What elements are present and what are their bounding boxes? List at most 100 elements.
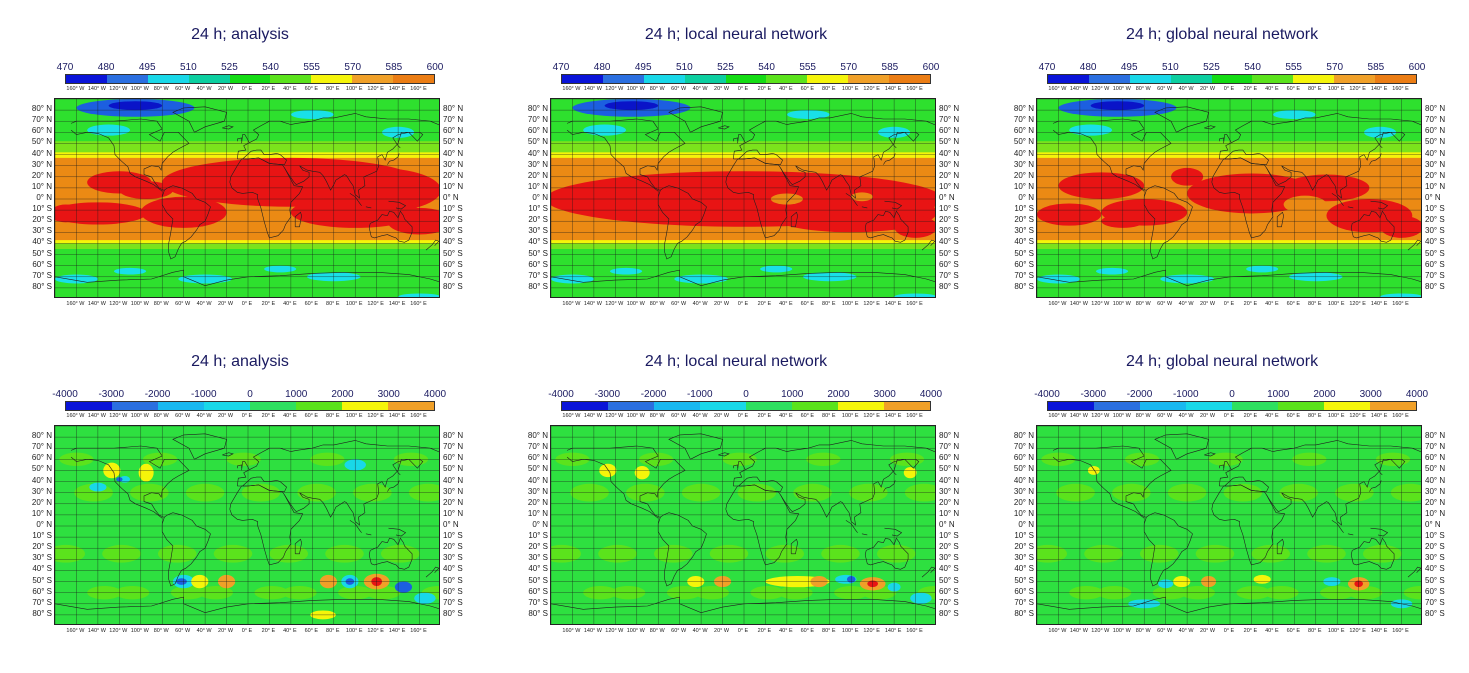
colorbar-segment	[296, 402, 342, 410]
colorbar-segment	[1211, 75, 1253, 83]
lon-tick-label: 160° W	[66, 86, 85, 92]
lat-tick-label: 0° N	[1018, 520, 1034, 529]
lat-tick-label: 20° S	[443, 542, 463, 552]
lon-tick-label: 120° E	[1349, 86, 1366, 92]
lon-tick-label: 100° E	[841, 301, 859, 307]
lon-tick-label: 160° E	[906, 86, 923, 92]
lat-tick-label: 60° N	[939, 126, 960, 136]
map-svg	[55, 99, 439, 297]
lat-tick-label: 10° S	[1425, 531, 1445, 541]
lon-tick-label: 140° W	[1069, 301, 1088, 307]
lon-tick-label: 60° W	[671, 301, 687, 307]
colorbar-tick-label: 555	[1285, 62, 1302, 73]
lat-axis-right: 80° N 70° N 60° N 50° N 40° N 30° N 20° N 10° N…	[939, 98, 973, 298]
lat-tick-label: 70° S	[1014, 597, 1034, 607]
lat-tick-label: 40° N	[527, 148, 548, 158]
lon-tick-label: 140° E	[388, 301, 406, 307]
lat-tick-label: 10° N	[31, 181, 52, 191]
lon-axis-top: 160° W 140° W 120° W 100° W 80° W 60° W 40° W 2…	[550, 86, 936, 94]
lat-tick-label: 0° N	[532, 520, 548, 529]
lon-tick-label: 120° E	[1349, 413, 1366, 419]
lat-tick-label: 40° S	[32, 237, 52, 247]
lon-tick-label: 20° E	[1243, 628, 1258, 634]
lat-tick-label: 20° N	[443, 170, 464, 180]
lon-tick-label: 140° E	[884, 413, 902, 419]
lon-tick-label: 120° W	[605, 301, 624, 307]
colorbar-tick-label: -4000	[548, 389, 574, 400]
lat-tick-label: 20° S	[528, 542, 548, 552]
lat-tick-label: 70° N	[31, 442, 52, 452]
lon-tick-label: 100° E	[841, 628, 859, 634]
lon-tick-label: 80° E	[1308, 301, 1322, 307]
lon-tick-label: 40° E	[779, 628, 793, 634]
colorbar-segment	[643, 75, 685, 83]
lon-tick-label: 60° W	[175, 628, 191, 634]
contour-fill-layer	[551, 99, 935, 297]
lat-tick-label: 50° N	[443, 137, 464, 147]
colorbar-tick-label: -2000	[144, 389, 171, 400]
lon-tick-label: 40° E	[1265, 413, 1279, 419]
colorbar-tick-label: 0	[743, 389, 749, 400]
map-svg	[551, 426, 935, 624]
lat-tick-label: 60° S	[939, 259, 959, 269]
colorbar-segment	[106, 75, 148, 83]
lon-tick-label: 0° E	[737, 413, 749, 419]
lat-axis-right: 80° N 70° N 60° N 50° N 40° N 30° N 20° N 10° N…	[443, 98, 477, 298]
lon-tick-label: 20° W	[218, 628, 234, 634]
lon-tick-label: 20° W	[714, 413, 730, 419]
lon-tick-label: 20° E	[757, 301, 772, 307]
lat-tick-label: 70° S	[939, 270, 959, 280]
map-tendency	[550, 425, 936, 625]
lat-tick-label: 50° N	[1013, 464, 1034, 474]
contour-fill-layer	[1037, 99, 1421, 297]
lon-tick-label: 160° W	[66, 301, 85, 307]
lon-tick-label: 120° E	[1349, 301, 1366, 307]
panel-tendency-analysis: 24 h; analysis -4000 -3000 -2000 -1000 0 1000 2…	[20, 353, 464, 673]
lat-axis-left: 80° N 70° N 60° N 50° N 40° N 30° N 20° N 10° N…	[516, 425, 550, 625]
colorbar-segment	[1048, 75, 1089, 83]
colorbar-tick-label: -2000	[1126, 389, 1153, 400]
lat-tick-label: 40° S	[939, 564, 959, 574]
colorbar-segment	[889, 75, 931, 83]
lon-tick-label: 140° W	[1069, 413, 1088, 419]
lon-tick-label: 40° W	[692, 301, 708, 307]
lon-tick-label: 80° E	[326, 628, 340, 634]
lat-tick-label: 40° N	[1013, 148, 1034, 158]
lon-tick-label: 100° W	[130, 86, 149, 92]
colorbar-segment	[602, 75, 644, 83]
lat-tick-label: 20° S	[32, 542, 52, 552]
lat-tick-label: 30° S	[939, 226, 959, 236]
lat-tick-label: 0° N	[1018, 193, 1034, 202]
colorbar-tick-label: 3000	[1359, 389, 1382, 400]
lat-tick-label: 10° N	[527, 181, 548, 191]
lat-tick-label: 10° N	[443, 181, 464, 191]
colorbar-tick-label: 1000	[1267, 389, 1290, 400]
lon-tick-label: 80° E	[1308, 628, 1322, 634]
contour-fill-layer	[1037, 426, 1421, 624]
colorbar-tick-label: 4000	[919, 389, 943, 400]
lat-tick-label: 70° N	[939, 115, 960, 125]
lon-tick-label: 100° W	[1112, 301, 1131, 307]
colorbar-tick-label: 480	[1079, 62, 1097, 73]
lon-tick-label: 160° E	[1392, 413, 1409, 419]
lat-tick-label: 10° N	[939, 508, 960, 518]
lat-tick-label: 0° N	[939, 193, 955, 202]
lon-tick-label: 120° W	[109, 86, 128, 92]
lat-tick-label: 20° N	[939, 497, 960, 507]
panel-title: 24 h; global neural network	[1125, 353, 1319, 370]
colorbar-segment	[393, 75, 435, 83]
colorbar-segment	[884, 402, 930, 410]
lon-axis-bottom: 160° W 140° W 120° W 100° W 80° W 60° W 40° W 2…	[550, 301, 936, 309]
lat-tick-label: 60° N	[443, 453, 464, 463]
colorbar-tick-label: -2000	[640, 389, 667, 400]
colorbar-tick-label: 4000	[1405, 389, 1429, 400]
lat-tick-label: 40° N	[939, 475, 960, 485]
colorbar-tick-label: 2000	[1313, 389, 1336, 400]
lat-tick-label: 0° N	[36, 520, 52, 529]
colorbar-tick-label: 1000	[781, 389, 804, 400]
lat-tick-label: 50° N	[527, 464, 548, 474]
lon-axis-top: 160° W 140° W 120° W 100° W 80° W 60° W 40° W 2…	[550, 413, 936, 421]
lon-tick-label: 0° E	[737, 628, 749, 634]
lat-tick-label: 0° N	[36, 193, 52, 202]
lon-tick-label: 0° E	[1223, 86, 1235, 92]
